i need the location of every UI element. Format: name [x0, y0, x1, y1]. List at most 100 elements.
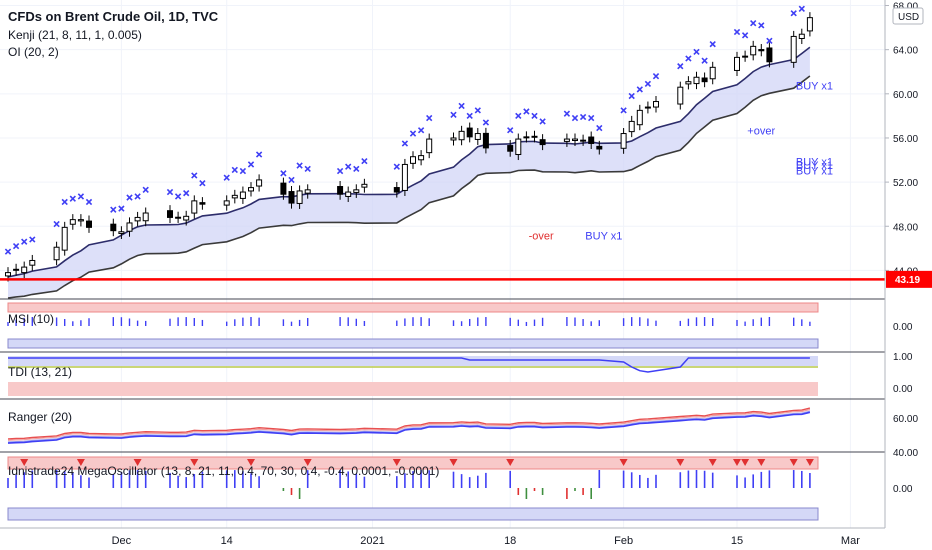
candle-body [693, 76, 700, 85]
candle-body [466, 127, 473, 138]
x-signal-marker [29, 236, 36, 243]
candle-body [523, 136, 530, 139]
x-signal-marker [4, 248, 12, 255]
candle-body [231, 194, 238, 199]
candle [183, 210, 190, 226]
candle [21, 261, 28, 279]
candle-body [572, 138, 578, 141]
candle [142, 207, 149, 227]
mega-red-triangle [190, 459, 199, 466]
time-tick-label: 14 [221, 535, 233, 547]
x-signal-marker [231, 166, 238, 174]
x-signal-marker [336, 167, 344, 175]
mega-red-triangle [789, 459, 798, 466]
candle [288, 186, 295, 209]
x-signal-marker [466, 112, 473, 120]
msi-label: MSI (10) [8, 312, 54, 326]
candle [523, 131, 530, 143]
x-signal-marker [750, 20, 757, 27]
candle-body [644, 106, 651, 109]
candle-body [482, 132, 489, 149]
price-tick-label: 52.00 [893, 178, 918, 189]
candle-body [515, 138, 522, 156]
x-signal-marker [345, 163, 352, 170]
candle-body [288, 191, 295, 204]
x-signal-marker [142, 186, 149, 194]
candle [790, 30, 797, 68]
signal-annotation: BUY x1 [585, 231, 622, 243]
candle-body [199, 202, 206, 205]
x-signal-marker [579, 113, 587, 121]
candle-body [507, 145, 514, 152]
ranger-low-value-label: 40.00 [893, 448, 918, 459]
candle-body [653, 101, 659, 108]
candle [223, 195, 230, 211]
x-signal-marker [409, 130, 417, 137]
x-signal-marker [174, 193, 182, 200]
candle-body [750, 45, 757, 56]
mega-red-triangle [676, 459, 685, 466]
indicator-panels [0, 298, 885, 521]
x-signal-marker [12, 242, 20, 250]
candle-body [256, 179, 263, 187]
tdi-label: TDI (13, 21) [8, 365, 72, 379]
candle-body [69, 219, 76, 225]
x-signal-marker [596, 124, 603, 132]
candle [572, 133, 578, 147]
x-signal-marker [361, 157, 368, 165]
candle [191, 195, 198, 219]
tdi-value-label: 0.00 [893, 384, 913, 395]
candle [426, 133, 433, 159]
indicator-series [7, 317, 814, 499]
x-signal-marker [474, 107, 481, 114]
mega-red-triangle [449, 459, 458, 466]
ranger-upper-line [7, 407, 811, 440]
chart-texts: CFDs on Brent Crude Oil, 1D, TVC Kenji (… [8, 7, 932, 495]
x-signal-marker [588, 114, 595, 122]
megaoscillator-value-label: 0.00 [893, 484, 913, 495]
candle-body [418, 155, 425, 161]
mega-red-triangle [506, 459, 515, 466]
candle [693, 71, 700, 90]
x-signal-marker [288, 176, 295, 184]
x-signal-marker [482, 119, 490, 126]
x-signal-marker [247, 161, 255, 168]
candle [361, 178, 368, 193]
x-signal-marker [21, 238, 28, 245]
candle [806, 12, 813, 37]
mega-red-triangle [741, 459, 750, 466]
time-axis: Dec 14 2021 18 Feb 15 Mar [0, 527, 885, 547]
chart-title: CFDs on Brent Crude Oil, 1D, TVC [8, 9, 219, 24]
x-signal-marker [507, 127, 514, 134]
candle [515, 133, 522, 161]
x-signal-marker [677, 63, 684, 70]
x-signal-marker [134, 193, 141, 200]
candle-body [361, 183, 368, 188]
candle-body [118, 231, 125, 234]
candle [563, 133, 570, 147]
x-signal-marker [255, 151, 263, 158]
price-tick-label: 60.00 [893, 90, 918, 101]
kenji-band-fill [8, 47, 810, 298]
candle [345, 186, 352, 202]
candle [77, 214, 84, 227]
candle-body [636, 109, 643, 126]
x-signal-marker [733, 28, 741, 36]
x-signal-marker [636, 86, 643, 93]
x-signal-marker [693, 48, 700, 56]
x-signal-marker [523, 108, 530, 115]
mega-red-triangle [20, 459, 29, 466]
candle [134, 211, 141, 227]
x-signal-marker [685, 55, 692, 62]
candle-body [806, 17, 813, 32]
candle [677, 81, 684, 110]
candle-body [110, 223, 117, 232]
indicator-oi-label: OI (20, 2) [8, 45, 59, 59]
x-signal-marker [304, 165, 311, 173]
mega-blue-zone [7, 507, 819, 521]
mega-red-triangle [757, 459, 766, 466]
indicator-kenji-label: Kenji (21, 8, 11, 1, 0.005) [8, 28, 142, 42]
signal-annotation: BUY x1 [796, 157, 833, 169]
candle [734, 51, 740, 76]
